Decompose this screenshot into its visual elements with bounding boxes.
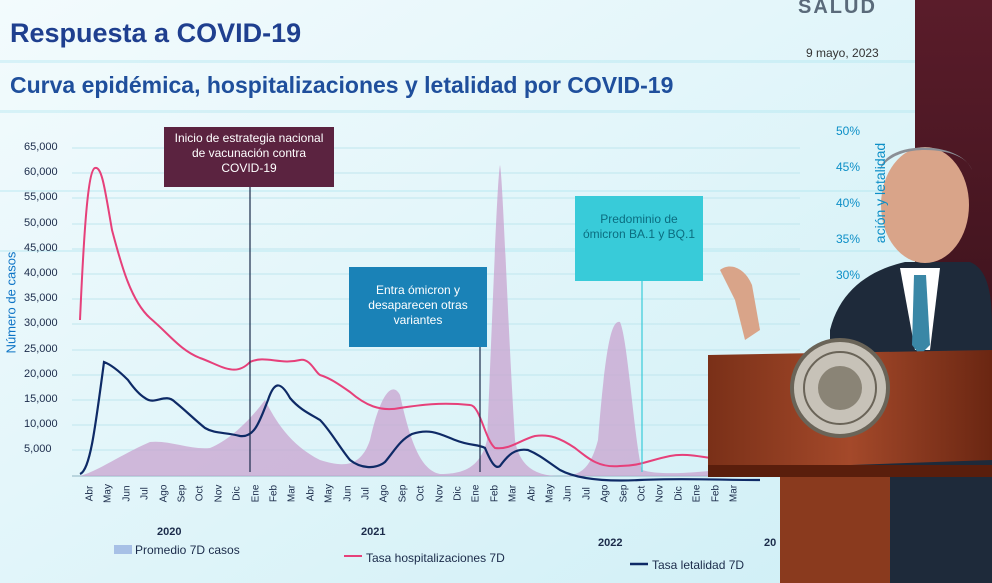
y-tick-label: 55,000	[24, 191, 58, 204]
legend-cases: Promedio 7D casos	[135, 543, 240, 557]
y-tick-label: 35,000	[24, 292, 58, 305]
slide-date: 9 mayo, 2023	[806, 46, 879, 60]
callout-vaccination: Inicio de estrategia nacional de vacunac…	[164, 127, 334, 187]
y-tick-label: 20,000	[24, 367, 58, 380]
event-markers	[249, 187, 643, 472]
year-label: 2022	[598, 537, 623, 549]
y-tick-label: 15,000	[24, 393, 58, 405]
y-tick-label: 5,000	[24, 443, 52, 456]
y-tick-label: 30,000	[24, 317, 58, 330]
legend-leth: Tasa letalidad 7D	[652, 558, 745, 572]
cases-area	[80, 165, 780, 476]
y2-tick-label: 35%	[836, 232, 861, 246]
year-label: 20	[764, 537, 777, 549]
y-tick-label: 60,000	[24, 166, 58, 179]
legend-hosp: Tasa hospitalizaciones 7D	[366, 551, 505, 565]
callout-omicron: Entra ómicron y desaparecen otras varian…	[349, 267, 487, 347]
callout-omicron-ba: Predominio de ómicron BA.1 y BQ.1	[575, 196, 703, 281]
y-tick-label: 65,000	[24, 141, 58, 153]
y2-tick-label: 30%	[836, 268, 861, 282]
year-label: 2021	[361, 526, 386, 538]
y-tick-label: 25,000	[24, 342, 58, 355]
y2-tick-label: 40%	[836, 196, 861, 210]
slide-title: Respuesta a COVID-19	[10, 18, 302, 48]
lethality-line	[79, 360, 761, 482]
y-tick-label: 50,000	[24, 216, 58, 229]
salud-logo: SALUD	[798, 0, 877, 18]
y2-tick-label: 45%	[836, 160, 861, 174]
y-tick-label: 45,000	[24, 241, 58, 254]
chart-title: Curva epidémica, hospitalizaciones y let…	[10, 72, 674, 98]
hospitalization-line	[79, 167, 761, 468]
slide-stripes	[0, 60, 920, 252]
podium	[708, 338, 992, 583]
year-label: 2020	[157, 526, 182, 538]
legend-cases-swatch	[114, 545, 132, 554]
y-tick-label: 40,000	[24, 267, 58, 279]
y2-tick-label: 50%	[836, 124, 861, 138]
y-tick-label: 10,000	[24, 418, 58, 431]
